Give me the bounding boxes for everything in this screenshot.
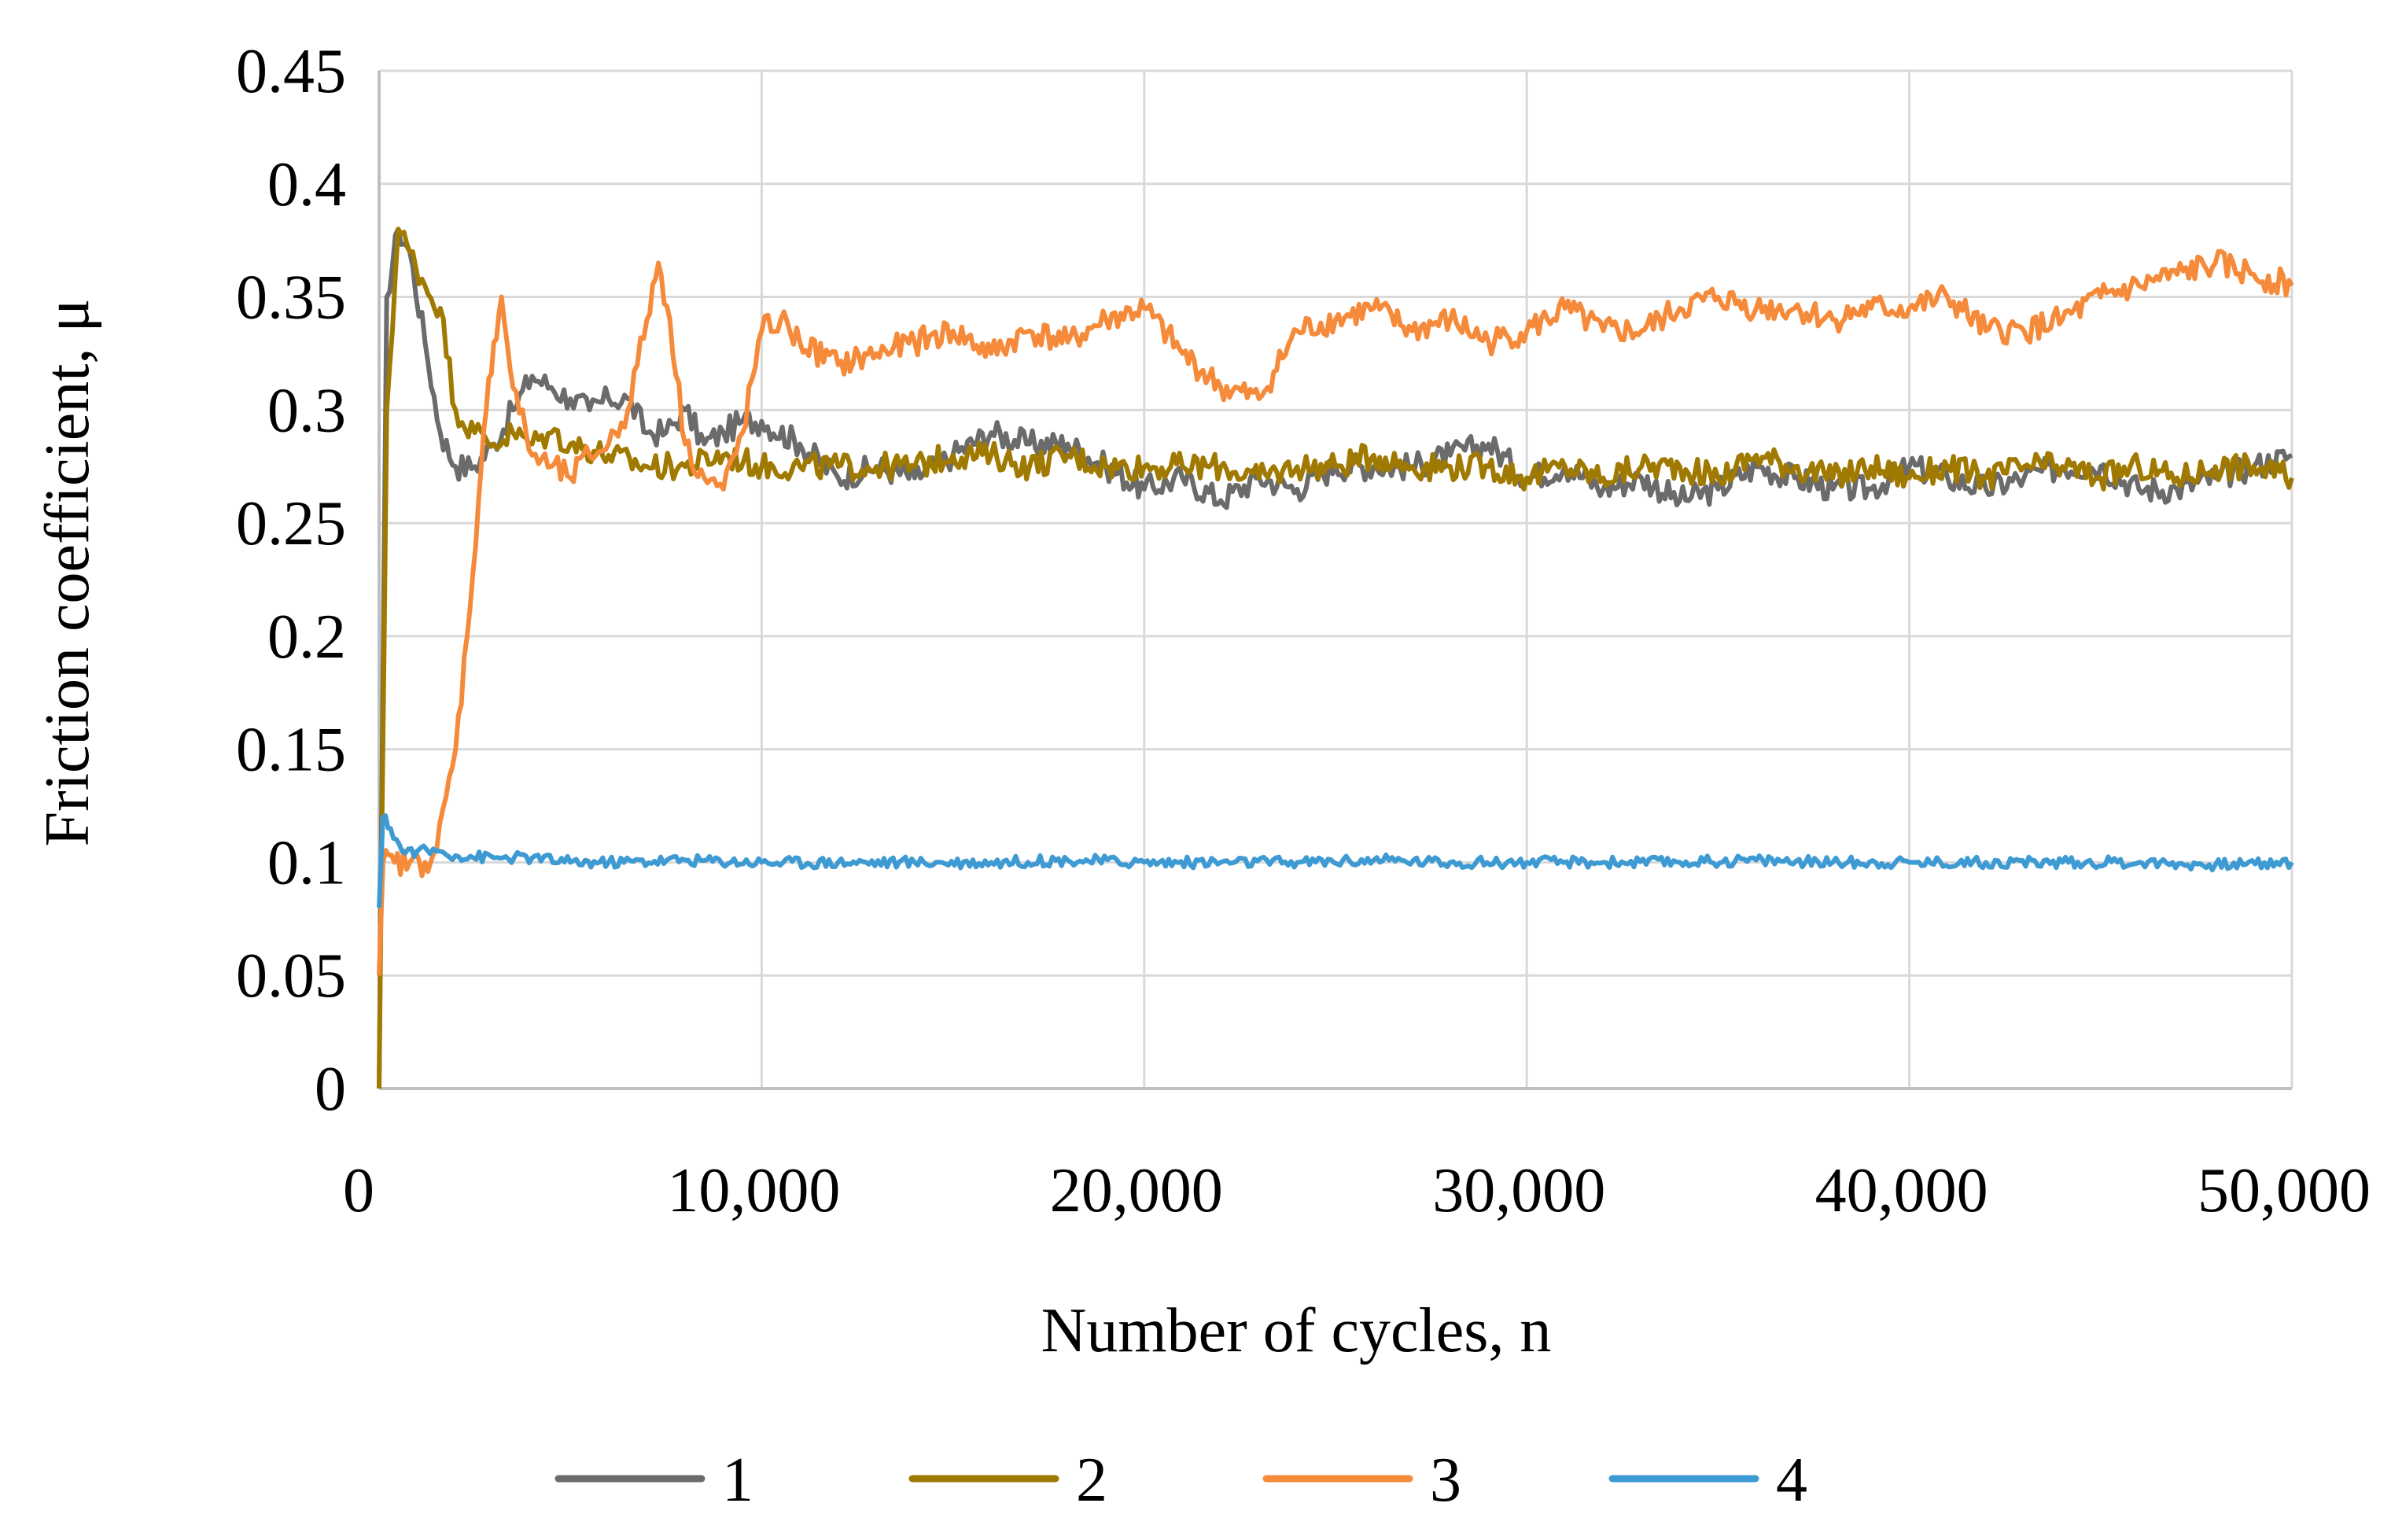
series-line-3 bbox=[377, 249, 2294, 976]
y-tick-label: 0.25 bbox=[236, 489, 346, 558]
y-tick-label: 0.1 bbox=[267, 828, 346, 897]
series-line-4 bbox=[377, 813, 2294, 908]
legend-label-4: 4 bbox=[1776, 1446, 1807, 1515]
legend-label-2: 2 bbox=[1076, 1446, 1107, 1515]
y-tick-label: 0.05 bbox=[236, 941, 346, 1011]
y-tick-label: 0 bbox=[315, 1055, 346, 1124]
y-axis-title: Friction coefficient, μ bbox=[33, 299, 102, 847]
x-tick-label: 30,000 bbox=[1432, 1156, 1605, 1225]
x-tick-label: 0 bbox=[343, 1156, 374, 1225]
y-tick-label: 0.2 bbox=[267, 602, 346, 672]
y-tick-label: 0.15 bbox=[236, 716, 346, 785]
y-tick-labels: 0 0.05 0.1 0.15 0.2 0.25 0.3 0.35 0.4 0.45 bbox=[236, 37, 346, 1124]
x-tick-label: 40,000 bbox=[1815, 1156, 1988, 1225]
series-lines bbox=[377, 227, 2294, 1089]
y-tick-label: 0.3 bbox=[267, 376, 346, 445]
y-tick-label: 0.45 bbox=[236, 37, 346, 106]
x-tick-label: 50,000 bbox=[2198, 1156, 2371, 1225]
legend-label-3: 3 bbox=[1430, 1446, 1461, 1515]
series-line-2 bbox=[377, 227, 2294, 1089]
y-tick-label: 0.35 bbox=[236, 263, 346, 333]
x-axis-title: Number of cycles, n bbox=[1041, 1296, 1552, 1365]
y-tick-label: 0.4 bbox=[267, 150, 346, 219]
x-tick-labels: 0 10,000 20,000 30,000 40,000 50,000 bbox=[343, 1156, 2371, 1225]
legend-label-1: 1 bbox=[722, 1446, 753, 1515]
x-tick-label: 20,000 bbox=[1050, 1156, 1223, 1225]
legend: 1 2 3 4 bbox=[554, 1446, 1807, 1515]
x-tick-label: 10,000 bbox=[667, 1156, 840, 1225]
